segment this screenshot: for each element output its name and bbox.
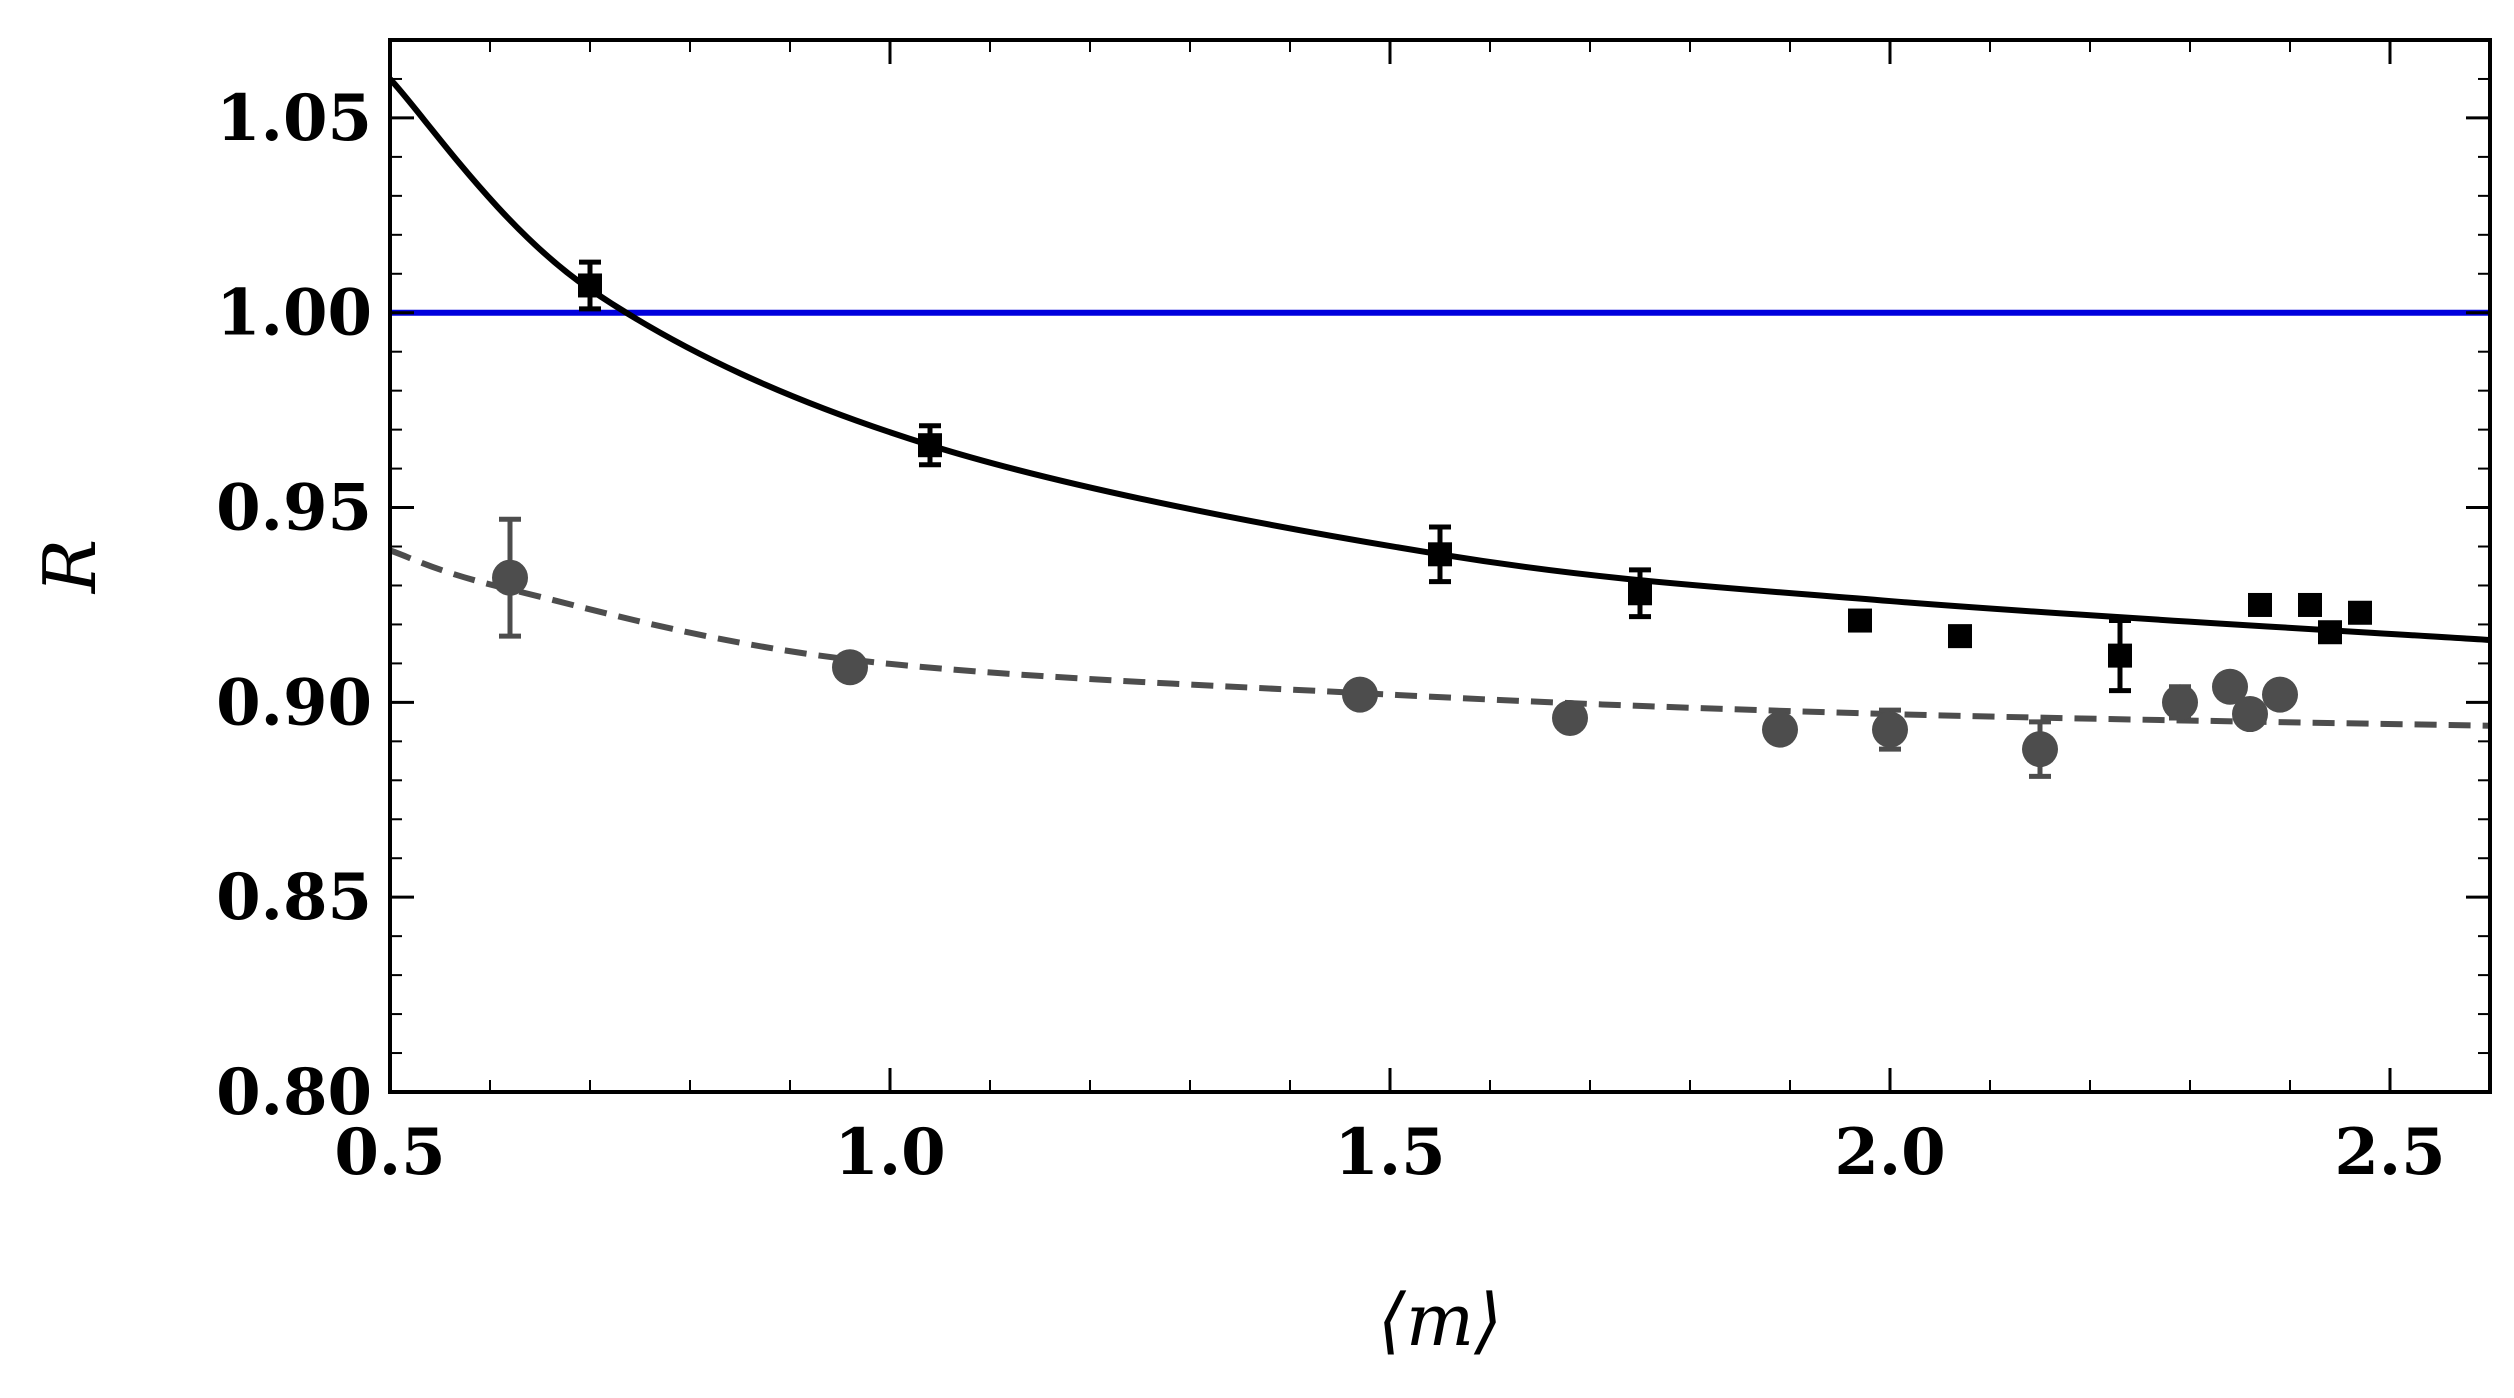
x-tick-label: 0.5	[334, 1115, 445, 1190]
squares-point	[918, 433, 942, 458]
circles-point	[1762, 711, 1798, 748]
circles-point	[832, 649, 868, 686]
squares-point	[578, 273, 602, 298]
squares-point	[2318, 620, 2342, 645]
x-tick-label: 2.5	[2334, 1115, 2445, 1190]
y-tick-label: 0.85	[216, 860, 372, 935]
x-tick-label: 1.0	[834, 1115, 945, 1190]
y-tick-label: 1.05	[216, 81, 372, 156]
squares-point	[1948, 624, 1972, 649]
circles-point	[492, 559, 528, 596]
squares-point	[2348, 600, 2372, 625]
squares-point	[2108, 643, 2132, 668]
squares-point	[1848, 608, 1872, 633]
circles-point	[2212, 668, 2248, 705]
y-tick-label: 0.80	[216, 1055, 372, 1130]
circles-point	[1552, 699, 1588, 736]
plot-content	[390, 76, 2490, 779]
plot-area	[390, 76, 2490, 779]
circles-point	[2162, 684, 2198, 721]
dashed-fit-line	[390, 547, 2490, 729]
tick-labels: 0.5 1.0 1.5 2.0 2.5 0.80 0.85 0.90 0.95 1.00 1.05	[216, 81, 2446, 1190]
circles-point	[2022, 731, 2058, 768]
circles-point	[2232, 696, 2268, 733]
axis-ticks	[388, 39, 2491, 1094]
y-axis-title: R	[28, 539, 112, 595]
y-tick-label: 1.00	[216, 276, 372, 351]
squares-point	[1428, 542, 1452, 567]
circles-point	[1872, 711, 1908, 748]
squares-point	[2248, 592, 2272, 617]
y-tick-label: 0.90	[216, 665, 372, 740]
x-tick-label: 2.0	[1834, 1115, 1945, 1190]
squares-point	[1628, 581, 1652, 606]
y-tick-label: 0.95	[216, 471, 372, 546]
x-tick-label: 1.5	[1334, 1115, 1445, 1190]
circles-point	[2262, 676, 2298, 713]
circles-point	[1342, 676, 1378, 713]
plot-frame	[388, 38, 2492, 1094]
x-axis-title: ⟨m⟩	[1378, 1278, 1502, 1362]
squares-point	[2298, 592, 2322, 617]
